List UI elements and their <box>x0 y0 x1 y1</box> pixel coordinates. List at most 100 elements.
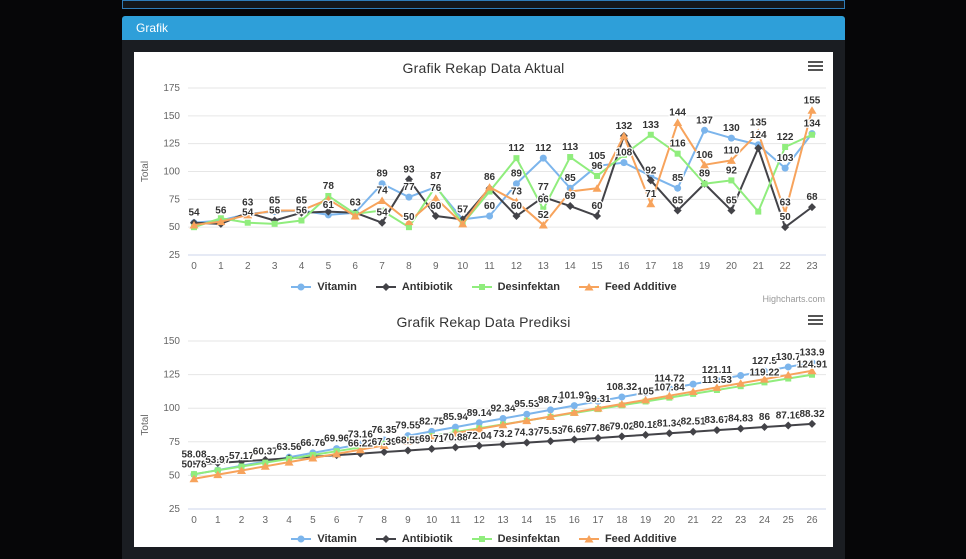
data-point-marker <box>538 220 548 229</box>
y-axis-tick-label: 150 <box>163 111 180 122</box>
data-point-label: 60 <box>430 201 442 212</box>
data-point-marker <box>189 220 199 229</box>
data-point-marker <box>189 474 199 483</box>
data-point-label: 76 <box>430 183 442 194</box>
data-point-marker <box>728 177 735 184</box>
legend-item-feed-additive[interactable]: Feed Additive <box>578 533 677 545</box>
data-point-marker <box>755 208 762 215</box>
data-point-marker <box>593 404 603 412</box>
data-point-marker <box>673 206 682 215</box>
x-axis-tick-label: 22 <box>780 261 792 272</box>
data-point-label: 108 <box>616 148 633 159</box>
data-point-label: 124 <box>750 130 767 141</box>
data-point-label: 73.2 <box>493 429 513 440</box>
data-point-marker <box>190 460 198 469</box>
data-point-marker <box>619 131 629 140</box>
data-point-label: 86 <box>484 172 496 183</box>
legend-item-vitamin[interactable]: Vitamin <box>290 533 357 545</box>
legend-item-antibiotik[interactable]: Antibiotik <box>375 281 453 293</box>
data-point-label: 66.22 <box>348 439 373 450</box>
data-point-label: 130 <box>723 123 740 134</box>
y-axis-tick-label: 50 <box>169 222 181 233</box>
page-background: Grafik 25 50 75 100 125 150 175 0 1 2 3 4 5 6 7 8 9 10 11 1… <box>122 0 845 559</box>
data-point-marker <box>540 206 547 213</box>
hamburger-menu-icon[interactable] <box>808 61 823 73</box>
legend-item-feed-additive[interactable]: Feed Additive <box>578 281 677 293</box>
data-point-marker <box>674 150 681 157</box>
data-point-marker <box>785 375 792 382</box>
y-axis-tick-label: 75 <box>169 194 181 205</box>
data-point-marker <box>783 370 793 379</box>
series-desinfektan[interactable] <box>191 131 815 231</box>
data-point-label: 50 <box>403 212 415 223</box>
x-axis-tick-label: 21 <box>753 261 765 272</box>
data-point-marker <box>760 367 768 375</box>
series-feed-additive[interactable] <box>189 366 817 483</box>
data-point-marker <box>807 366 817 375</box>
x-axis-tick-label: 19 <box>699 261 711 272</box>
data-point-marker <box>270 206 280 214</box>
data-point-marker <box>432 182 439 189</box>
legend-item-vitamin[interactable]: Vitamin <box>290 281 357 293</box>
series-feed-additive[interactable] <box>189 106 817 229</box>
data-point-marker <box>191 471 197 478</box>
data-point-marker <box>237 457 246 466</box>
data-point-label: 110 <box>723 145 740 156</box>
x-axis-tick-label: 14 <box>521 515 533 526</box>
data-point-label: 74 <box>377 185 389 196</box>
legend-item-desinfektan[interactable]: Desinfektan <box>471 533 560 545</box>
y-axis-tick-label: 150 <box>163 336 180 347</box>
series-line <box>193 133 813 229</box>
data-point-label: 82.75 <box>419 416 444 427</box>
data-point-marker <box>244 219 251 226</box>
data-point-marker <box>323 195 333 203</box>
data-point-marker <box>546 437 555 446</box>
y-axis-tick-label: 25 <box>169 250 181 261</box>
data-point-label: 54 <box>242 208 254 219</box>
x-axis-tick-label: 3 <box>263 515 269 526</box>
x-axis-tick-label: 13 <box>538 261 550 272</box>
data-point-label: 60 <box>484 201 496 212</box>
data-point-marker <box>216 217 226 226</box>
data-point-marker <box>308 453 318 462</box>
data-point-marker <box>498 420 508 429</box>
legend-item-desinfektan[interactable]: Desinfektan <box>471 281 560 293</box>
data-point-marker <box>243 210 253 219</box>
data-point-label: 89 <box>511 169 523 180</box>
x-axis-tick-label: 12 <box>474 515 486 526</box>
data-point-label: 84.83 <box>728 414 753 425</box>
data-point-label: 74.37 <box>514 428 539 439</box>
data-point-marker <box>404 217 414 226</box>
data-point-marker <box>736 424 745 433</box>
data-point-marker <box>713 376 721 384</box>
y-axis-tick-label: 100 <box>163 403 180 414</box>
x-axis-tick-label: 23 <box>806 261 818 272</box>
legend-item-antibiotik[interactable]: Antibiotik <box>375 533 453 545</box>
data-point-marker <box>754 144 763 153</box>
data-point-label: 113.53 <box>702 375 732 386</box>
data-point-label: 112 <box>535 143 552 154</box>
data-point-marker <box>594 172 601 179</box>
data-point-label: 72.04 <box>467 431 492 442</box>
data-point-marker <box>784 363 792 371</box>
data-point-label: 69.96 <box>324 434 349 445</box>
data-point-marker <box>486 212 494 220</box>
data-point-marker <box>486 188 493 195</box>
data-point-marker <box>689 380 697 388</box>
data-point-label: 65 <box>296 195 308 206</box>
data-point-marker <box>522 438 531 447</box>
data-point-marker <box>727 206 736 215</box>
data-point-marker <box>355 445 365 454</box>
data-point-label: 68.55 <box>395 435 420 446</box>
data-point-label: 65 <box>672 195 684 206</box>
data-point-label: 86 <box>759 412 771 423</box>
data-point-marker <box>620 159 628 167</box>
data-point-label: 69 <box>565 191 577 202</box>
data-point-label: 77.86 <box>586 423 611 434</box>
data-point-marker <box>647 131 654 138</box>
data-point-marker <box>594 433 603 442</box>
y-axis-tick-label: 125 <box>163 370 180 381</box>
legend-marker-icon <box>291 535 312 543</box>
highcharts-credits-link[interactable]: Highcharts.com <box>762 294 825 304</box>
hamburger-menu-icon[interactable] <box>808 315 823 327</box>
